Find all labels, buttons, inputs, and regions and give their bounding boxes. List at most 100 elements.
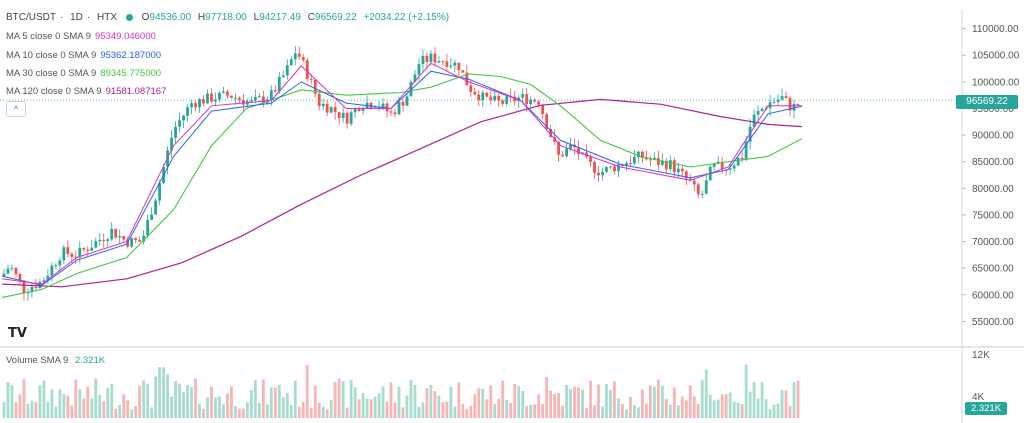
volume-bar [62, 394, 66, 418]
volume-bar [345, 407, 349, 418]
volume-bar [517, 386, 521, 418]
volume-bar [656, 379, 660, 418]
volume-bar [768, 409, 772, 418]
volume-bar [593, 405, 596, 418]
indicator-ma10[interactable]: MA 10 close 0 SMA 9 95362.187000 [6, 50, 162, 61]
candle-body [660, 160, 664, 165]
candle-body [656, 157, 660, 165]
candle-body [82, 247, 86, 250]
volume-bar [688, 385, 692, 418]
candle-body [477, 94, 481, 101]
candle-body [640, 151, 644, 159]
volume-bar [780, 389, 784, 418]
volume-bar [437, 395, 441, 418]
interval-label: 1D [70, 12, 83, 23]
candle-body [178, 120, 181, 127]
candle-body [210, 93, 213, 102]
volume-bar [126, 400, 130, 418]
volume-bar [429, 384, 433, 418]
volume-bar [764, 399, 768, 418]
volume-bar [277, 384, 281, 418]
candle-body [269, 90, 273, 100]
ma30-line [1, 73, 803, 298]
volume-bar [142, 380, 146, 418]
volume-bar [637, 407, 640, 418]
volume-bar [708, 394, 712, 418]
candle-body [437, 61, 441, 63]
candle-body [421, 55, 425, 65]
candle-body [593, 161, 596, 173]
candle-body [285, 65, 289, 76]
volume-bar [377, 393, 381, 418]
candle-body [413, 74, 417, 82]
candle-body [309, 78, 313, 80]
candle-body [533, 99, 537, 102]
candle-body [190, 103, 193, 108]
candle-body [692, 180, 696, 185]
volume-bar [505, 399, 509, 418]
volume-bar [525, 405, 529, 418]
volume-bar [281, 397, 285, 418]
y-tick-label: 95000.00 [972, 104, 1014, 115]
volume-bar [249, 389, 253, 418]
candle-body [597, 172, 600, 176]
volume-legend[interactable]: Volume SMA 9 2.321K [6, 355, 106, 366]
volume-bar [285, 393, 289, 418]
candle-body [58, 260, 62, 266]
volume-bar [760, 382, 764, 418]
volume-bar [597, 384, 600, 418]
volume-bar [273, 387, 277, 418]
candle-body [401, 101, 405, 106]
candle-body [501, 100, 505, 104]
candle-body [625, 163, 628, 166]
candle-body [305, 60, 309, 79]
volume-bar [130, 409, 134, 418]
candle-body [74, 256, 78, 258]
candle-body [6, 268, 10, 274]
volume-bar [417, 406, 421, 418]
volume-bar [744, 364, 748, 418]
volume-bar [788, 405, 792, 418]
volume-bar [605, 384, 608, 418]
volume-bar [238, 408, 241, 418]
volume-bar [365, 398, 369, 418]
volume-bar [704, 369, 708, 418]
collapse-indicators-button[interactable]: ^ [6, 101, 26, 117]
volume-bar [465, 408, 469, 418]
volume-bar [660, 385, 664, 418]
volume-bar [186, 385, 189, 418]
candle-body [457, 62, 461, 71]
indicator-ma30[interactable]: MA 30 close 0 SMA 9 89345.775000 [6, 68, 162, 79]
candle-body [2, 273, 6, 277]
volume-value: 2.321K [74, 355, 106, 366]
volume-bar [469, 405, 473, 418]
indicator-ma5[interactable]: MA 5 close 0 SMA 9 95349.046000 [6, 31, 156, 42]
volume-bar [441, 402, 445, 418]
candle-body [46, 275, 50, 281]
candle-body [62, 247, 66, 261]
volume-bar [261, 379, 265, 418]
candle-body [273, 90, 277, 92]
candle-body [361, 108, 365, 111]
volume-bar [78, 389, 82, 418]
volume-bar [545, 376, 549, 418]
candle-body [549, 128, 553, 138]
volume-bar [445, 401, 449, 418]
candle-body [234, 97, 237, 99]
y-tick-label: 85000.00 [972, 157, 1014, 168]
candle-body [760, 108, 764, 112]
candle-body [317, 93, 321, 107]
candle-body [353, 108, 357, 113]
volume-bar [257, 402, 261, 418]
candle-body [30, 286, 34, 293]
candle-body [728, 168, 732, 170]
volume-bar [700, 380, 704, 418]
candle-body [122, 236, 126, 240]
indicator-ma120[interactable]: MA 120 close 0 SMA 9 91581.087167 [6, 86, 167, 97]
candle-body [609, 166, 612, 168]
y-tick-label: 55000.00 [972, 317, 1014, 328]
candle-body [325, 103, 329, 113]
volume-bar [672, 387, 676, 418]
candle-body [637, 151, 640, 157]
